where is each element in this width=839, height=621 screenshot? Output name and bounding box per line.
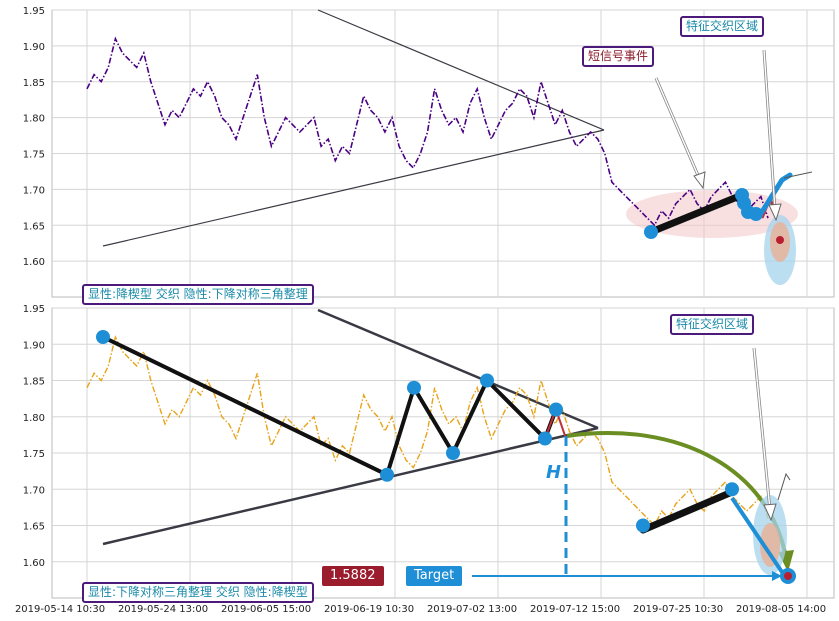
bottom-feature-label: 特征交织区域 xyxy=(670,314,755,335)
feature-arrow-head xyxy=(763,503,777,522)
target-marker-core xyxy=(784,572,792,580)
feature-arrow-inner xyxy=(753,347,771,511)
y-tick-label: 1.65 xyxy=(23,522,45,533)
y-tick-label: 1.60 xyxy=(23,558,45,569)
pointer-line xyxy=(777,472,791,501)
y-tick-label: 1.75 xyxy=(23,150,45,161)
x-tick-label: 2019-05-24 13:00 xyxy=(118,604,208,615)
y-tick-label: 1.65 xyxy=(23,221,45,232)
y-tick-label: 1.75 xyxy=(23,449,45,460)
pattern-marker xyxy=(480,373,494,388)
x-tick-label: 2019-05-14 10:30 xyxy=(15,604,105,615)
top-feature-label: 特征交织区域 xyxy=(680,16,765,37)
y-tick-label: 1.85 xyxy=(23,78,45,89)
x-tick-label: 2019-06-19 10:30 xyxy=(324,604,414,615)
pattern-marker xyxy=(380,467,394,482)
pointer-line xyxy=(783,171,813,179)
target-badge: Target xyxy=(406,566,463,586)
x-tick-label: 2019-07-25 10:30 xyxy=(633,604,723,615)
continuation-thick-line xyxy=(639,488,736,534)
continuation-marker xyxy=(636,518,650,533)
continuation-marker xyxy=(725,482,739,497)
y-tick-label: 1.60 xyxy=(23,257,45,268)
x-tick-label: 2019-07-02 13:00 xyxy=(427,604,517,615)
y-tick-label: 1.95 xyxy=(23,304,45,315)
target-arrow-head xyxy=(772,571,782,581)
h-label: H xyxy=(546,462,561,483)
y-tick-label: 1.85 xyxy=(23,377,45,388)
triangle-lower-line xyxy=(102,426,599,546)
y-tick-label: 1.70 xyxy=(23,485,45,496)
top-trend-thick-line xyxy=(647,191,746,236)
short-signal-arrow-inner xyxy=(655,77,701,181)
pattern-marker xyxy=(96,330,110,344)
x-tick-label: 2019-08-05 14:00 xyxy=(736,604,826,615)
pattern-marker xyxy=(407,380,421,395)
x-tick-label: 2019-06-05 15:00 xyxy=(221,604,311,615)
x-tick-label: 2019-07-12 15:00 xyxy=(530,604,620,615)
feature-arrow-inner xyxy=(763,49,776,211)
pattern-marker xyxy=(446,446,460,460)
feature-arrow-head xyxy=(768,203,782,222)
projection-stroke xyxy=(730,496,786,577)
pattern-marker xyxy=(549,402,563,417)
short-signal-label: 短信号事件 xyxy=(582,46,655,67)
bottom-price-series xyxy=(86,334,769,527)
pattern-marker xyxy=(538,431,552,446)
pattern-marker xyxy=(644,225,658,239)
y-tick-label: 1.80 xyxy=(23,413,45,424)
triangle-lower-line xyxy=(102,129,605,247)
y-tick-label: 1.95 xyxy=(23,6,45,17)
short-signal-arrow-head xyxy=(693,171,706,190)
projection-ellipse-mid xyxy=(760,523,780,567)
target-value-badge: 1.5882 xyxy=(322,566,384,586)
pattern-marker xyxy=(749,207,763,221)
y-tick-label: 1.90 xyxy=(23,340,45,351)
y-tick-label: 1.80 xyxy=(23,114,45,125)
top-pattern-label: 显性:降楔型 交织 隐性:下降对称三角整理 xyxy=(82,284,314,305)
top-price-series xyxy=(86,36,769,227)
projection-center xyxy=(776,236,784,244)
projection-stroke xyxy=(757,172,793,218)
triangle-upper-line xyxy=(317,9,605,131)
bottom-pattern-label: 显性:下降对称三角整理 交织 隐性:降楔型 xyxy=(82,582,314,603)
y-tick-label: 1.90 xyxy=(23,42,45,53)
y-tick-label: 1.70 xyxy=(23,185,45,196)
